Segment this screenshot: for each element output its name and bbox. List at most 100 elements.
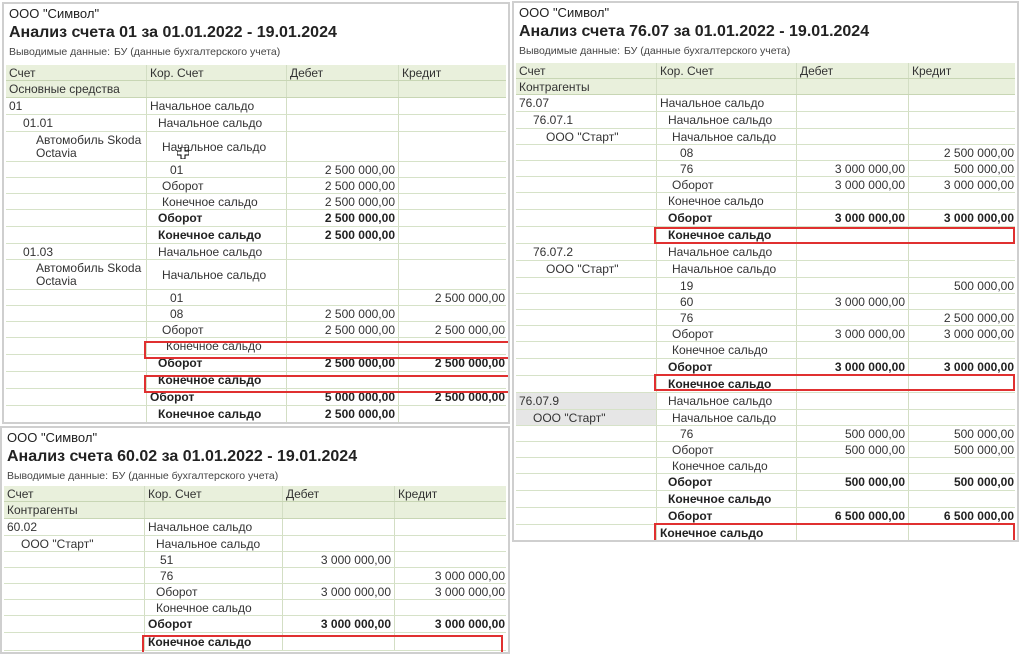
credit-cell[interactable] [398, 338, 508, 354]
table-row[interactable]: Оборот 5 000 000,00 2 500 000,00 [6, 389, 506, 406]
kor-account-cell[interactable]: Оборот [656, 210, 796, 226]
debit-cell[interactable]: 2 500 000,00 [286, 227, 398, 243]
debit-cell[interactable]: 2 500 000,00 [286, 178, 398, 193]
table-row[interactable]: Конечное сальдо 2 500 000,00 [6, 194, 506, 210]
table-row[interactable]: Оборот 3 000 000,00 3 000 000,00 [4, 584, 506, 600]
kor-account-cell[interactable]: Начальное сальдо [146, 115, 286, 131]
table-row[interactable]: 08 2 500 000,00 [516, 145, 1015, 161]
debit-cell[interactable] [282, 633, 394, 650]
debit-cell[interactable] [286, 115, 398, 131]
header-account[interactable]: Счет [7, 486, 34, 501]
credit-cell[interactable] [398, 306, 508, 321]
credit-cell[interactable] [394, 633, 508, 650]
kor-account-cell[interactable]: Оборот [656, 474, 796, 490]
credit-cell[interactable] [908, 342, 1017, 358]
credit-cell[interactable] [908, 376, 1017, 392]
kor-account-cell[interactable]: Конечное сальдо [656, 491, 796, 507]
debit-cell[interactable]: 2 500 000,00 [286, 210, 398, 226]
account-cell[interactable]: Автомобиль Skoda Octavia [36, 260, 142, 288]
kor-account-cell[interactable]: Конечное сальдо [656, 525, 796, 540]
table-row[interactable]: 01 2 500 000,00 [6, 290, 506, 306]
kor-account-cell[interactable]: 01 [146, 162, 286, 177]
header-debit[interactable]: Дебет [796, 63, 908, 78]
credit-cell[interactable]: 3 000 000,00 [908, 359, 1017, 375]
debit-cell[interactable]: 500 000,00 [796, 426, 908, 441]
credit-cell[interactable] [394, 552, 508, 567]
account-cell[interactable] [6, 338, 146, 354]
kor-account-cell[interactable]: 51 [144, 552, 282, 567]
debit-cell[interactable]: 3 000 000,00 [796, 359, 908, 375]
table-row[interactable]: 01 Начальное сальдо [6, 98, 506, 115]
debit-cell[interactable]: 500 000,00 [796, 474, 908, 490]
account-cell[interactable]: ООО "Старт" [21, 536, 94, 551]
credit-cell[interactable]: 2 500 000,00 [398, 322, 508, 337]
account-cell[interactable] [6, 210, 146, 226]
table-row[interactable]: ООО "Старт" Начальное сальдо [516, 129, 1015, 145]
kor-account-cell[interactable]: Конечное сальдо [656, 193, 796, 209]
table-row[interactable]: Оборот 2 500 000,00 [6, 210, 506, 227]
kor-account-cell[interactable]: Начальное сальдо [146, 244, 286, 259]
debit-cell[interactable]: 5 000 000,00 [286, 389, 398, 405]
table-row[interactable]: Оборот 2 500 000,00 2 500 000,00 [6, 355, 506, 372]
table-row[interactable]: 76 3 000 000,00 [4, 568, 506, 584]
account-cell[interactable] [516, 227, 656, 243]
credit-cell[interactable]: 500 000,00 [908, 474, 1017, 490]
credit-cell[interactable] [908, 129, 1017, 144]
table-row[interactable]: Конечное сальдо [516, 525, 1015, 540]
kor-account-cell[interactable]: Конечное сальдо [146, 194, 286, 209]
debit-cell[interactable] [796, 310, 908, 325]
kor-account-cell[interactable]: Конечное сальдо [144, 633, 282, 650]
table-row[interactable]: Оборот 500 000,00 500 000,00 [516, 442, 1015, 458]
account-cell[interactable] [4, 568, 144, 583]
credit-cell[interactable] [394, 519, 508, 535]
account-cell[interactable] [6, 178, 146, 193]
table-row[interactable]: ООО "Старт" Начальное сальдо [516, 410, 1015, 426]
account-cell[interactable] [516, 458, 656, 473]
kor-account-cell[interactable]: Оборот [146, 355, 286, 371]
kor-account-cell[interactable]: Начальное сальдо [144, 519, 282, 535]
debit-cell[interactable] [796, 525, 908, 540]
credit-cell[interactable] [398, 115, 508, 131]
debit-cell[interactable] [796, 95, 908, 111]
kor-account-cell[interactable]: Оборот [656, 326, 796, 341]
debit-cell[interactable] [282, 536, 394, 551]
kor-account-cell[interactable]: 76 [656, 310, 796, 325]
kor-account-cell[interactable]: Начальное сальдо [656, 244, 796, 260]
account-cell[interactable]: 76.07.9 [516, 393, 656, 409]
table-row[interactable]: Оборот 3 000 000,00 3 000 000,00 [516, 359, 1015, 376]
debit-cell[interactable] [796, 193, 908, 209]
debit-cell[interactable] [796, 342, 908, 358]
credit-cell[interactable] [908, 458, 1017, 473]
table-row[interactable]: 08 2 500 000,00 [6, 306, 506, 322]
account-cell[interactable] [4, 552, 144, 567]
table-row[interactable]: 51 3 000 000,00 [4, 552, 506, 568]
header-kor-account[interactable]: Кор. Счет [144, 486, 282, 501]
credit-cell[interactable] [908, 95, 1017, 111]
debit-cell[interactable] [282, 600, 394, 615]
table-row[interactable]: Оборот 3 000 000,00 3 000 000,00 [4, 616, 506, 633]
account-cell[interactable]: Автомобиль Skoda Octavia [36, 132, 142, 160]
credit-cell[interactable]: 2 500 000,00 [398, 355, 508, 371]
debit-cell[interactable]: 2 500 000,00 [286, 355, 398, 371]
kor-account-cell[interactable]: Начальное сальдо [656, 261, 796, 277]
account-cell[interactable]: 60.02 [7, 520, 38, 534]
account-cell[interactable] [516, 145, 656, 160]
table-row[interactable]: ООО "Старт" Начальное сальдо [516, 261, 1015, 278]
credit-cell[interactable]: 3 000 000,00 [394, 568, 508, 583]
table-row[interactable]: 01 2 500 000,00 [6, 162, 506, 178]
kor-account-cell[interactable]: Оборот [146, 210, 286, 226]
table-row[interactable]: Оборот 2 500 000,00 2 500 000,00 [6, 322, 506, 338]
credit-cell[interactable] [398, 162, 508, 177]
credit-cell[interactable] [398, 260, 508, 289]
credit-cell[interactable] [398, 244, 508, 259]
debit-cell[interactable]: 500 000,00 [796, 442, 908, 457]
kor-account-cell[interactable]: Оборот [146, 178, 286, 193]
table-row[interactable]: Оборот 3 000 000,00 3 000 000,00 [516, 210, 1015, 227]
debit-cell[interactable] [796, 261, 908, 277]
kor-account-cell[interactable]: Начальное сальдо [146, 132, 286, 161]
table-row[interactable]: Оборот 2 500 000,00 [6, 178, 506, 194]
kor-account-cell[interactable]: Начальное сальдо [656, 95, 796, 111]
credit-cell[interactable] [908, 193, 1017, 209]
debit-cell[interactable] [796, 112, 908, 128]
kor-account-cell[interactable]: Конечное сальдо [656, 227, 796, 243]
